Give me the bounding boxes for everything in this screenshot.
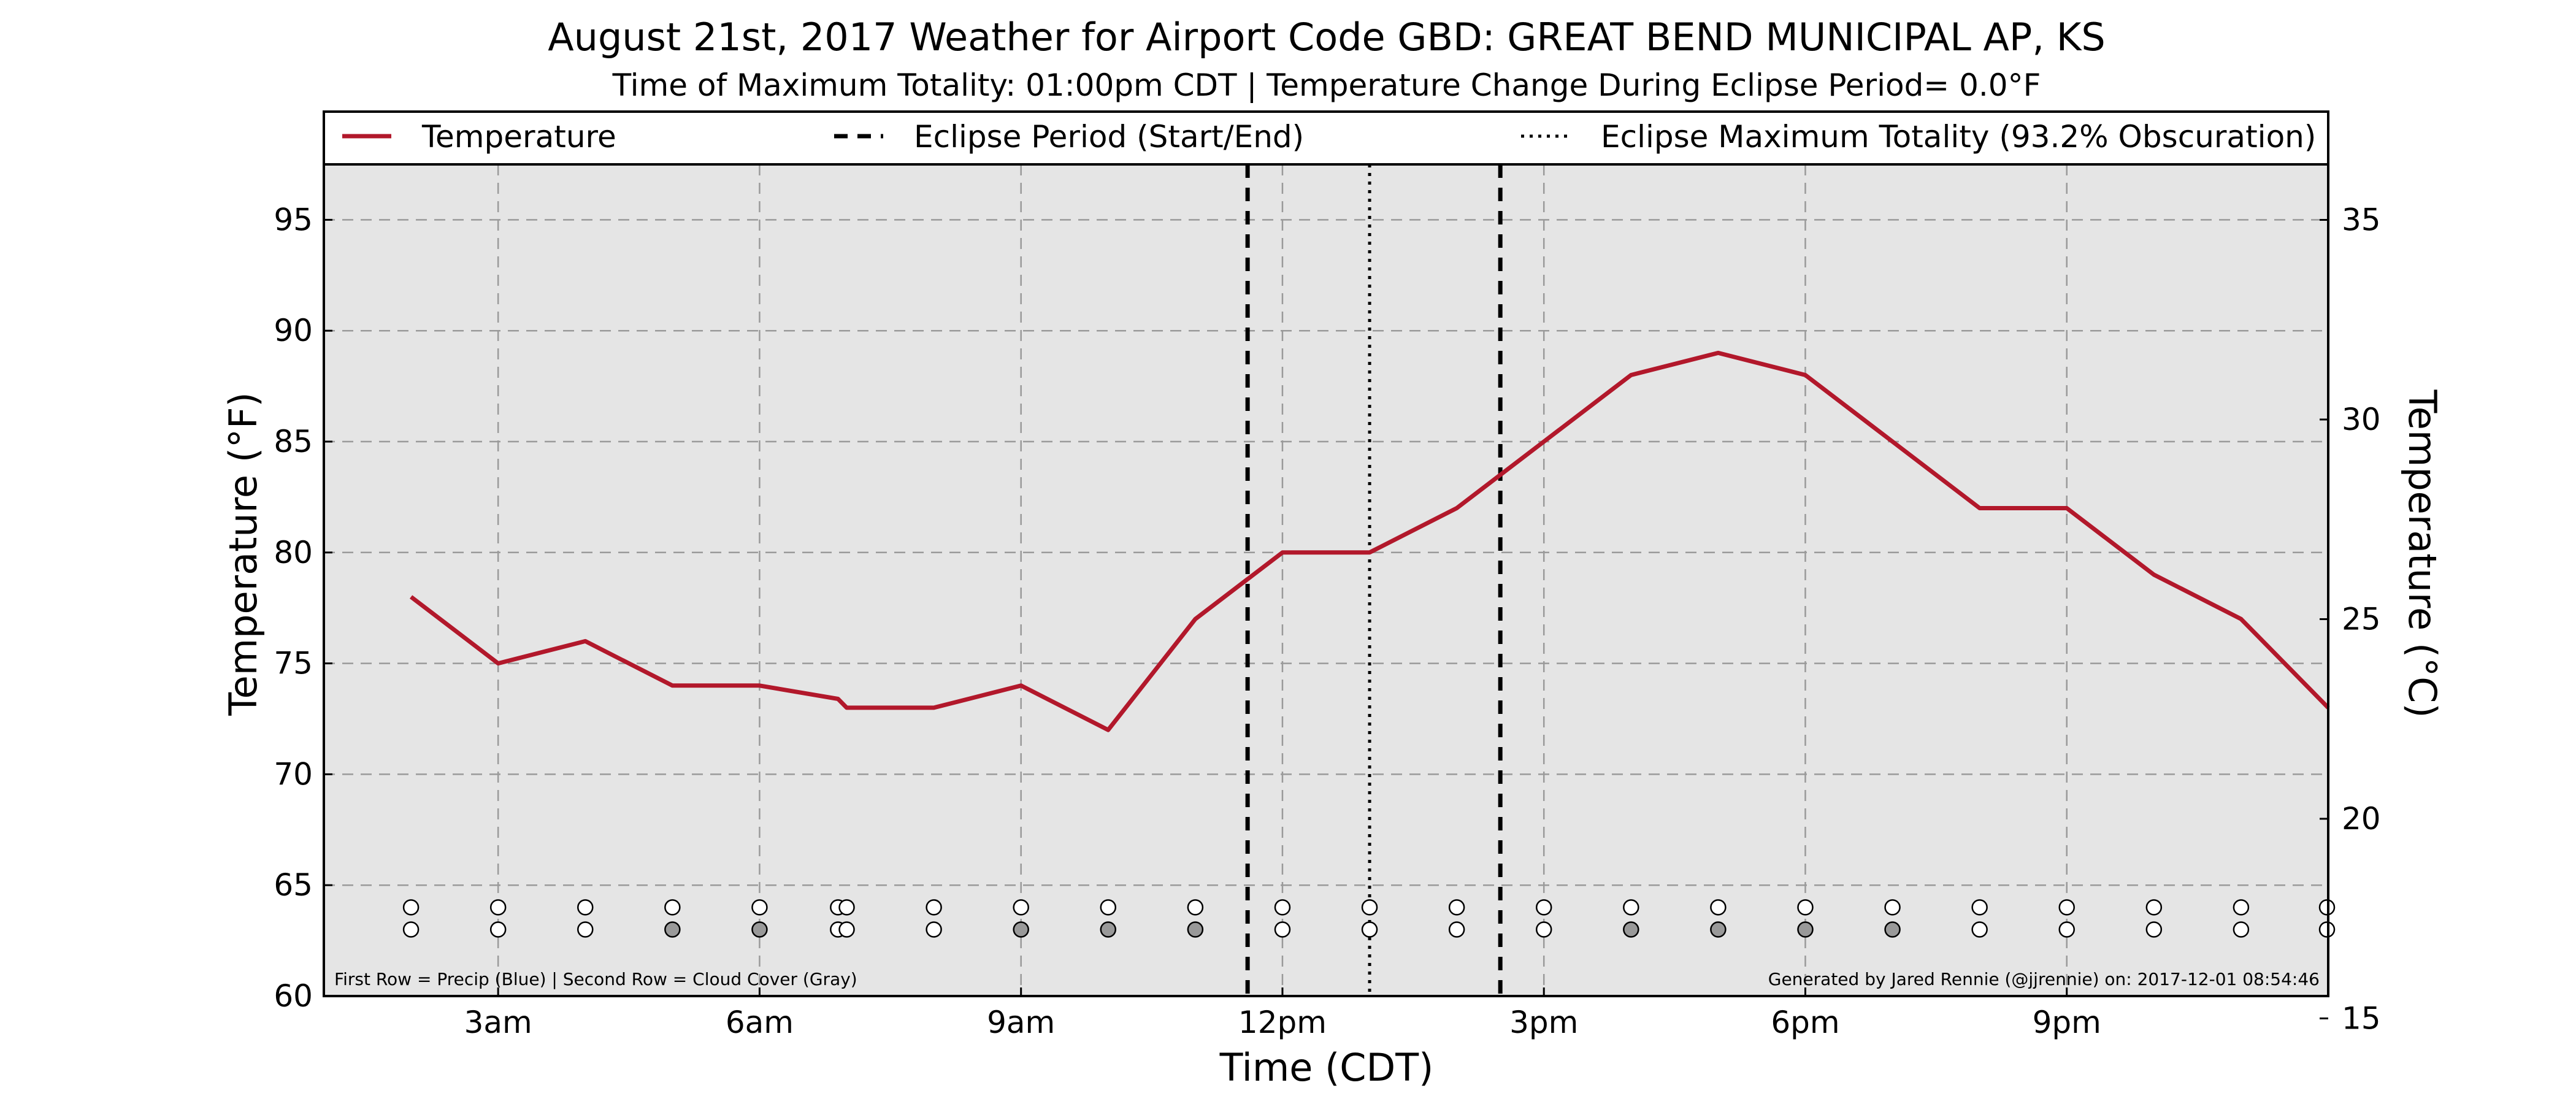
- precip-marker: [1187, 899, 1204, 916]
- y-right-tick-label: 30: [2342, 402, 2381, 437]
- y-right-tick-label: 25: [2342, 601, 2381, 637]
- precip-marker: [2058, 899, 2075, 916]
- precip-marker: [1100, 899, 1117, 916]
- precip-marker: [751, 899, 768, 916]
- precip-marker: [577, 899, 594, 916]
- y-tick-label: 95: [274, 202, 313, 237]
- note-left: First Row = Precip (Blue) | Second Row =…: [334, 969, 857, 989]
- cloud-cover-marker: [2058, 921, 2075, 938]
- chart-title: August 21st, 2017 Weather for Airport Co…: [548, 15, 2106, 59]
- x-tick-label: 6pm: [1771, 1005, 1839, 1040]
- precip-marker: [1797, 899, 1814, 916]
- x-tick-label: 9pm: [2033, 1005, 2101, 1040]
- legend-label-temperature: Temperature: [421, 119, 616, 155]
- cloud-cover-marker: [1100, 921, 1117, 938]
- precip-marker: [1623, 899, 1639, 916]
- precip-marker: [1274, 899, 1291, 916]
- precip-marker: [926, 899, 942, 916]
- y-axis-ticks-right: 15 20 25 30 35: [2320, 202, 2381, 1036]
- cloud-cover-marker: [402, 921, 420, 938]
- x-tick-label: 3am: [464, 1005, 532, 1040]
- cloud-cover-marker: [1448, 921, 1465, 938]
- temperature-line: [409, 350, 2330, 732]
- precip-marker: [1535, 899, 1552, 916]
- y-tick-label: 60: [274, 978, 313, 1014]
- cloud-cover-marker: [2233, 921, 2250, 938]
- cloud-cover-marker: [1187, 921, 1204, 938]
- cloud-cover-marker: [2145, 921, 2163, 938]
- cloud-cover-marker: [489, 921, 507, 938]
- chart-subtitle: Time of Maximum Totality: 01:00pm CDT | …: [612, 67, 2041, 103]
- y-right-tick-label: 20: [2342, 801, 2381, 837]
- precip-marker: [1013, 899, 1029, 916]
- y-tick-label: 90: [274, 313, 313, 348]
- y-right-tick-label: 15: [2342, 1000, 2381, 1036]
- x-axis-ticks: 3am 6am 9am 12pm 3pm 6pm 9pm: [464, 987, 2101, 1040]
- y-tick-label: 80: [274, 535, 313, 570]
- precip-marker: [1448, 899, 1465, 916]
- precip-marker: [664, 899, 681, 916]
- cloud-cover-marker: [926, 921, 942, 938]
- precip-marker: [1710, 899, 1727, 916]
- legend-label-eclipse-period: Eclipse Period (Start/End): [914, 119, 1304, 155]
- y-axis-label-left: Temperature (°F): [221, 392, 266, 716]
- x-tick-label: 12pm: [1238, 1005, 1327, 1040]
- cloud-cover-marker: [838, 921, 855, 938]
- cloud-cover-marker: [1274, 921, 1291, 938]
- note-right: Generated by Jared Rennie (@jjrennie) on…: [1768, 969, 2320, 989]
- legend: Temperature Eclipse Period (Start/End) E…: [342, 119, 2316, 155]
- cloud-cover-marker: [577, 921, 594, 938]
- y-tick-label: 75: [274, 646, 313, 681]
- cloud-cover-marker: [1710, 921, 1727, 938]
- cloud-cover-marker: [1623, 921, 1639, 938]
- precip-marker: [1361, 899, 1378, 916]
- cloud-cover-marker: [751, 921, 768, 938]
- cloud-cover-marker: [1013, 921, 1029, 938]
- precip-marker: [489, 899, 507, 916]
- x-tick-label: 3pm: [1509, 1005, 1578, 1040]
- legend-label-eclipse-max: Eclipse Maximum Totality (93.2% Obscurat…: [1601, 119, 2316, 155]
- y-axis-ticks-left: 60 65 70 75 80 85 90 95: [274, 202, 332, 1014]
- eclipse-lines: [1245, 164, 1503, 996]
- x-tick-label: 6am: [726, 1005, 794, 1040]
- y-right-tick-label: 35: [2342, 202, 2381, 237]
- cloud-cover-marker: [1797, 921, 1814, 938]
- x-tick-label: 9am: [987, 1005, 1055, 1040]
- x-axis-label: Time (CDT): [1219, 1045, 1434, 1090]
- plot-area: [324, 164, 2328, 996]
- cloud-cover-marker: [664, 921, 681, 938]
- y-tick-label: 65: [274, 867, 313, 903]
- precip-marker: [402, 899, 420, 916]
- precip-marker: [838, 899, 855, 916]
- cloud-cover-marker: [1535, 921, 1552, 938]
- precip-marker: [1971, 899, 1988, 916]
- y-axis-label-right: Temperature (°C): [2400, 389, 2445, 718]
- precip-marker: [2233, 899, 2250, 916]
- precip-marker: [1884, 899, 1901, 916]
- precip-marker: [2145, 899, 2163, 916]
- plot-frame: [323, 110, 2329, 997]
- y-tick-label: 70: [274, 756, 313, 792]
- y-tick-label: 85: [274, 424, 313, 459]
- cloud-cover-marker: [1361, 921, 1378, 938]
- cloud-cover-marker: [1971, 921, 1988, 938]
- cloud-cover-marker: [1884, 921, 1901, 938]
- series-layer: [409, 350, 2330, 732]
